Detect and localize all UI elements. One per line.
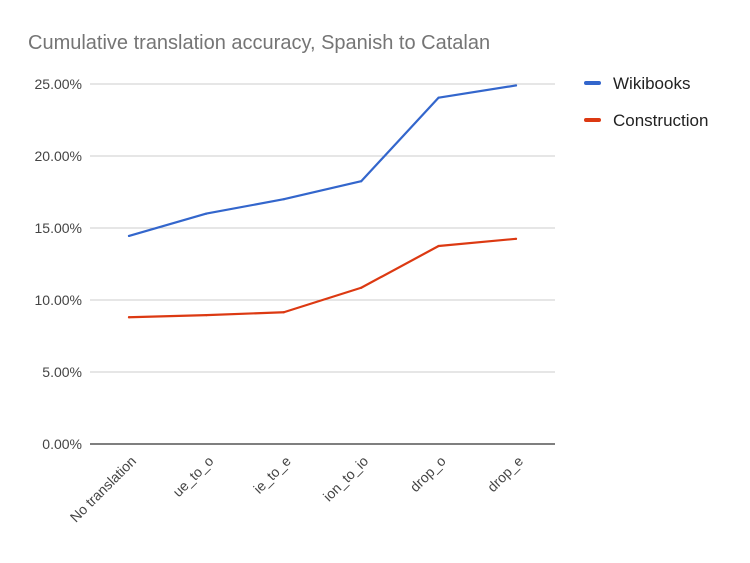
x-tick-label: No translation (67, 453, 139, 525)
data-point (514, 237, 518, 240)
y-tick-label: 5.00% (42, 364, 82, 380)
legend: Wikibooks Construction (584, 74, 708, 130)
data-point (514, 84, 518, 87)
data-point (127, 234, 131, 238)
chart-title: Cumulative translation accuracy, Spanish… (28, 32, 490, 54)
data-point (282, 198, 285, 201)
x-tick-label: ion_to_io (320, 453, 372, 505)
y-tick-label: 10.00% (35, 292, 82, 308)
x-axis-ticks: No translation ue_to_o ie_to_e ion_to_io dro… (67, 453, 527, 526)
data-point (205, 314, 208, 317)
y-tick-label: 0.00% (42, 436, 82, 452)
data-point (282, 311, 285, 314)
y-axis-ticks: 0.00% 5.00% 10.00% 15.00% 20.00% 25.00% (35, 76, 82, 452)
y-tick-label: 25.00% (35, 76, 82, 92)
series-line-construction (127, 237, 518, 319)
data-point (360, 286, 363, 289)
data-point (360, 180, 363, 183)
x-tick-label: drop_e (484, 453, 526, 495)
grid-lines (90, 83, 555, 445)
y-tick-label: 20.00% (35, 148, 82, 164)
x-tick-label: drop_o (407, 453, 449, 495)
x-tick-label: ue_to_o (169, 453, 216, 500)
data-point (205, 212, 208, 215)
series-lines (127, 84, 518, 319)
y-tick-label: 15.00% (35, 220, 82, 236)
legend-label: Wikibooks (613, 74, 690, 93)
legend-label: Construction (613, 111, 708, 130)
data-point (437, 244, 440, 248)
series-line-wikibooks (127, 84, 518, 238)
x-tick-label: ie_to_e (250, 453, 294, 497)
data-point (127, 316, 131, 319)
data-point (437, 96, 440, 99)
